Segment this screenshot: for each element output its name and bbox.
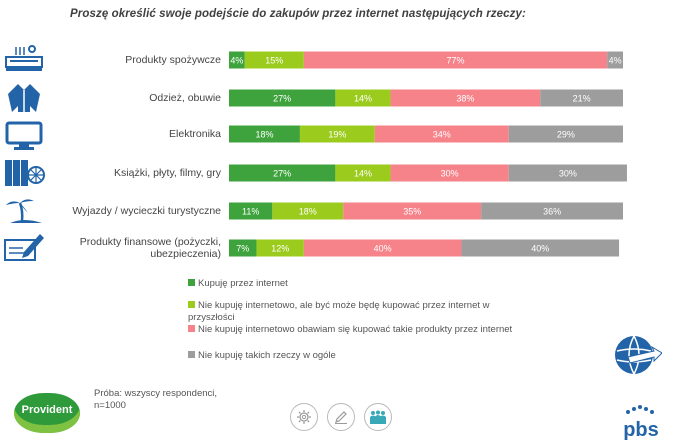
category-label: Odzież, obuwie xyxy=(11,92,221,104)
legend-label: Nie kupuję takich rzeczy w ogóle xyxy=(198,350,336,361)
bar-segment xyxy=(229,89,336,107)
data-label: 19% xyxy=(328,130,346,140)
data-label: 35% xyxy=(403,207,421,217)
data-label: 12% xyxy=(271,244,289,254)
bar-segment xyxy=(374,125,509,143)
bar-segment xyxy=(508,125,623,143)
bar-segment xyxy=(461,239,620,257)
pencil-icon xyxy=(335,411,347,424)
category-label-line: Produkty finansowe (pożyczki, xyxy=(79,236,221,248)
data-label: 36% xyxy=(543,207,561,217)
data-label: 4% xyxy=(230,56,243,66)
legend-label: Nie kupuję internetowo obawiam się kupow… xyxy=(198,324,513,335)
food-tray-icon xyxy=(5,45,43,71)
category-label: Książki, płyty, filmy, gry xyxy=(11,167,221,179)
bar-segment xyxy=(229,51,245,69)
bar-segment xyxy=(481,202,623,220)
palm-beach-icon xyxy=(6,199,42,223)
data-label: 21% xyxy=(573,94,591,104)
stacked-bar-chart: 4% 15% 77% 4% 27% 14% 38% 21% 18% 19% 34% 29% 27% 14%… xyxy=(229,51,627,257)
legend-item: Nie kupuję internetowo, ale być może będ… xyxy=(188,300,578,324)
settings-button[interactable] xyxy=(290,403,318,431)
category-label-line: Elektronika xyxy=(169,128,221,140)
bar-segment xyxy=(229,164,336,182)
category-label-line: Wyjazdy / wycieczki turystyczne xyxy=(72,205,221,217)
people-icon xyxy=(370,410,386,424)
data-label: 7% xyxy=(236,244,249,254)
bar-segment xyxy=(303,239,462,257)
globe-arrow-icon xyxy=(615,335,662,375)
monitor-icon xyxy=(5,121,43,150)
bar-segment xyxy=(335,89,391,107)
bar-segment xyxy=(229,239,257,257)
pen-document-icon xyxy=(4,234,44,261)
bar-segment xyxy=(335,164,391,182)
data-label: 15% xyxy=(265,56,283,66)
data-label: 11% xyxy=(242,207,259,217)
sample-note: Próba: wszyscy respondenci, n=1000 xyxy=(94,388,254,412)
pbs-logo-text: pbs xyxy=(623,419,659,441)
bar-segment xyxy=(299,125,375,143)
data-label: 38% xyxy=(456,94,474,104)
data-label: 77% xyxy=(447,56,465,66)
legend-label: Nie kupuję internetowo, ale być może będ… xyxy=(198,300,490,311)
clothing-icon xyxy=(8,84,40,112)
category-label-line: Książki, płyty, filmy, gry xyxy=(114,167,221,179)
category-label: Produkty spożywcze xyxy=(11,54,221,66)
people-button[interactable] xyxy=(364,403,392,431)
legend-item: Nie kupuję internetowo obawiam się kupow… xyxy=(188,324,578,336)
data-label: 14% xyxy=(354,169,372,179)
data-label: 14% xyxy=(354,94,372,104)
data-label: 27% xyxy=(273,169,291,179)
pbs-dots-icon xyxy=(626,405,654,414)
bar-segment xyxy=(508,164,627,182)
pbs-logo: pbs xyxy=(616,398,666,441)
bar-segment xyxy=(607,51,623,69)
data-label: 18% xyxy=(299,207,317,217)
bar-segment xyxy=(303,51,608,69)
data-label: 30% xyxy=(441,169,459,179)
bar-segment xyxy=(390,89,541,107)
category-label: Elektronika xyxy=(11,128,221,140)
legend-label-cont: przyszłości xyxy=(188,312,235,323)
data-label: 4% xyxy=(609,56,622,66)
gear-icon xyxy=(297,410,311,424)
bar-segment xyxy=(272,202,344,220)
books-icon xyxy=(5,160,45,186)
category-label: Wyjazdy / wycieczki turystyczne xyxy=(11,205,221,217)
data-label: 29% xyxy=(557,130,575,140)
legend-item: Nie kupuję takich rzeczy w ogóle xyxy=(188,350,578,362)
data-label: 40% xyxy=(531,244,549,254)
bar-segment xyxy=(540,89,623,107)
data-label: 18% xyxy=(255,130,273,140)
sample-line: Próba: wszyscy respondenci, xyxy=(94,388,218,399)
category-label-line: ubezpieczenia) xyxy=(150,248,221,260)
bar-segment xyxy=(229,202,273,220)
legend-swatch xyxy=(188,325,195,332)
legend-swatch xyxy=(188,279,195,286)
bar-segment xyxy=(343,202,482,220)
category-label-line: Produkty spożywcze xyxy=(125,54,221,66)
legend-item: Kupuję przez internet xyxy=(188,278,578,290)
legend-swatch xyxy=(188,301,195,308)
bar-segment xyxy=(244,51,304,69)
bar-segment xyxy=(229,125,300,143)
data-label: 30% xyxy=(559,169,577,179)
legend-swatch xyxy=(188,351,195,358)
bar-segment xyxy=(256,239,304,257)
category-label-line: Odzież, obuwie xyxy=(149,92,221,104)
chart-title: Proszę określić swoje podejście do zakup… xyxy=(70,8,526,20)
data-label: 34% xyxy=(433,130,451,140)
data-label: 40% xyxy=(374,244,392,254)
bar-segment xyxy=(390,164,509,182)
category-label: Produkty finansowe (pożyczki, ubezpieczen… xyxy=(11,236,221,260)
data-label: 27% xyxy=(273,94,291,104)
sample-line: n=1000 xyxy=(94,400,126,411)
provident-logo: Provident xyxy=(14,393,80,433)
edit-button[interactable] xyxy=(327,403,355,431)
legend-label: Kupuję przez internet xyxy=(198,278,288,289)
